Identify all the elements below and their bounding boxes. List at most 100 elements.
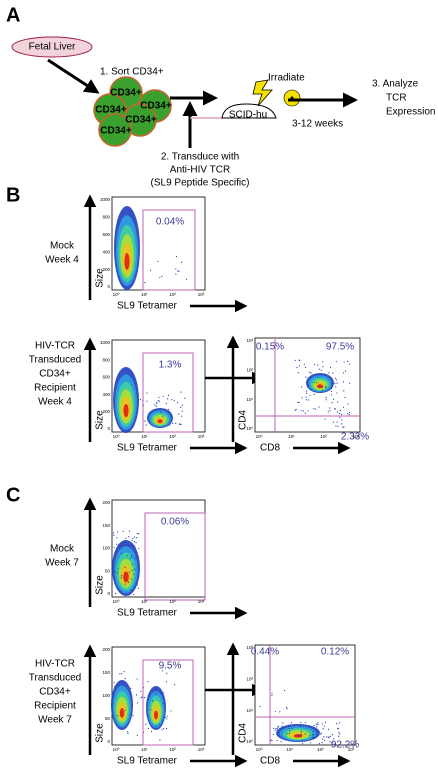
sample-label: Transduced xyxy=(29,673,81,684)
gate xyxy=(142,352,194,433)
event xyxy=(180,423,182,426)
event xyxy=(121,552,123,554)
y-axis-label: Size xyxy=(95,575,106,595)
y-axis-label: Size xyxy=(95,723,106,743)
event xyxy=(303,363,305,365)
event xyxy=(347,360,349,362)
event xyxy=(302,410,304,412)
y-tick-label: 400 xyxy=(102,392,110,397)
event xyxy=(150,730,153,733)
event xyxy=(321,742,323,744)
event xyxy=(325,387,327,389)
event xyxy=(337,401,339,403)
cell-label: CD34+ xyxy=(100,126,132,137)
event xyxy=(178,270,180,272)
event xyxy=(300,733,302,735)
event xyxy=(313,407,315,410)
event xyxy=(158,723,161,725)
event xyxy=(285,706,288,709)
event xyxy=(329,407,331,409)
y-axis-label: Size xyxy=(95,268,106,288)
event xyxy=(128,571,130,573)
gate-percent: 0.04% xyxy=(156,217,184,228)
event xyxy=(286,708,288,710)
event xyxy=(156,692,158,694)
event xyxy=(159,276,161,279)
event xyxy=(320,732,323,734)
event xyxy=(278,731,280,734)
event xyxy=(336,379,338,381)
event xyxy=(301,397,303,399)
event xyxy=(130,556,132,558)
x-tick-label: 10⁰ xyxy=(256,747,263,752)
event xyxy=(175,422,177,424)
event xyxy=(277,734,279,737)
event xyxy=(328,728,330,731)
event xyxy=(335,360,337,363)
y-tick-label: 150 xyxy=(102,670,110,675)
event xyxy=(122,541,124,544)
event xyxy=(162,415,164,417)
event xyxy=(325,399,327,401)
event xyxy=(132,537,134,540)
event xyxy=(322,738,324,740)
event xyxy=(295,408,297,411)
event xyxy=(112,532,115,534)
event xyxy=(290,722,293,724)
event xyxy=(313,393,315,395)
event xyxy=(135,537,138,539)
mouse xyxy=(221,103,277,119)
event xyxy=(297,735,299,737)
event xyxy=(334,743,336,745)
event xyxy=(154,689,157,692)
event xyxy=(172,422,174,424)
y-tick-label: 10³ xyxy=(246,338,253,343)
event xyxy=(300,721,302,724)
event xyxy=(332,372,334,374)
mouse-label: SCID-hu xyxy=(229,110,267,121)
y-tick-label: 10² xyxy=(246,368,253,373)
gate-percent: 92.2% xyxy=(331,740,359,751)
event xyxy=(154,409,156,411)
sample-label: Week 7 xyxy=(38,715,72,726)
event xyxy=(144,282,146,284)
event xyxy=(310,372,312,374)
event xyxy=(344,396,346,399)
arrow xyxy=(47,58,100,94)
density xyxy=(317,384,323,389)
event xyxy=(336,722,338,725)
sample-label: CD34+ xyxy=(39,687,71,698)
event xyxy=(166,715,168,717)
event xyxy=(138,547,140,550)
step-3: TCR xyxy=(386,93,407,104)
y-axis-label: CD4 xyxy=(238,723,249,743)
event xyxy=(131,539,133,541)
event xyxy=(123,671,125,673)
event xyxy=(313,381,315,383)
event xyxy=(151,700,154,702)
event xyxy=(299,359,301,362)
event xyxy=(342,372,345,374)
event xyxy=(314,408,317,410)
event xyxy=(320,369,323,371)
event xyxy=(305,390,308,392)
event xyxy=(124,544,127,546)
y-tick-label: 10³ xyxy=(246,645,253,650)
event xyxy=(120,591,122,593)
event xyxy=(146,400,148,402)
event xyxy=(112,570,114,572)
event xyxy=(294,409,296,411)
event xyxy=(281,725,283,727)
gate-percent: 0.06% xyxy=(161,517,189,528)
event xyxy=(178,413,180,415)
event xyxy=(332,742,334,744)
event xyxy=(317,722,319,724)
event xyxy=(161,729,163,731)
event xyxy=(286,733,288,735)
event xyxy=(318,742,321,745)
event xyxy=(113,578,115,580)
event xyxy=(149,269,152,271)
gate-percent: 9.5% xyxy=(159,661,182,672)
event xyxy=(175,256,178,258)
event xyxy=(124,566,126,569)
